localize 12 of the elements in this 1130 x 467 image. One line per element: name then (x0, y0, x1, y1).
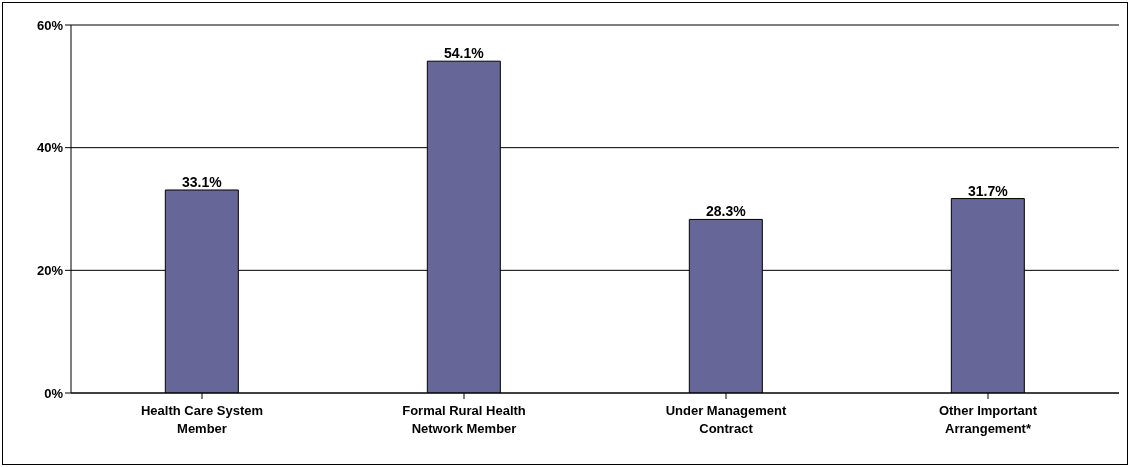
x-tick-label: Under Management Contract (665, 403, 787, 436)
y-tick-label: 0% (44, 385, 64, 401)
x-tick-label: Other Important Arrangement* (938, 403, 1038, 436)
data-label: 31.7% (967, 182, 1009, 199)
data-label: 33.1% (181, 173, 223, 190)
data-label: 28.3% (705, 203, 747, 220)
y-tick-label: 60% (36, 17, 64, 33)
y-tick-label: 20% (36, 262, 64, 278)
x-tick-label: Formal Rural Health Network Member (402, 403, 526, 436)
data-label: 54.1% (443, 45, 485, 62)
x-tick-label: Health Care System Member (140, 403, 264, 436)
y-tick-label: 40% (36, 140, 64, 156)
